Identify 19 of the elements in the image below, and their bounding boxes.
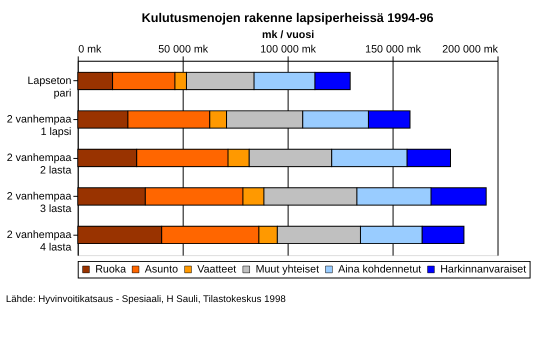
y-tick-label: 2 vanhempaa 2 lasta bbox=[6, 152, 72, 176]
x-axis-title: mk / vuosi bbox=[262, 28, 314, 41]
legend-label: Vaatteet bbox=[197, 263, 236, 276]
y-tick-label: 2 vanhempaa 3 lasta bbox=[6, 190, 72, 215]
legend-label: Ruoka bbox=[95, 263, 126, 276]
y-tick-label: Lapseton pari bbox=[28, 74, 72, 100]
x-tick-label: 0 mk bbox=[78, 44, 102, 56]
y-tick-label: 2 vanhempaa 4 lasta bbox=[6, 228, 72, 254]
x-tick-label: 50 000 mk bbox=[158, 44, 209, 56]
y-tick-label: 2 vanhempaa 1 lapsi bbox=[6, 113, 72, 138]
x-tick-label: 100 000 mk bbox=[260, 44, 317, 56]
legend-label: Muut yhteiset bbox=[256, 263, 320, 276]
x-tick-label: 200 000 mk bbox=[442, 44, 499, 56]
text: Lähde: Hyvinvoitikatsaus - Spesiaali, H Sauli, Tilastokeskus 1998 bbox=[6, 294, 286, 305]
x-tick-label: 150 000 mk bbox=[365, 44, 422, 56]
legend-label: Harkinnanvaraiset bbox=[440, 263, 526, 276]
legend-label: Aina kohdennetut bbox=[338, 263, 422, 276]
legend-label: Asunto bbox=[144, 263, 178, 276]
chart-title: Kulutusmenojen rakenne lapsiperheissä 1994-96 bbox=[142, 10, 434, 25]
